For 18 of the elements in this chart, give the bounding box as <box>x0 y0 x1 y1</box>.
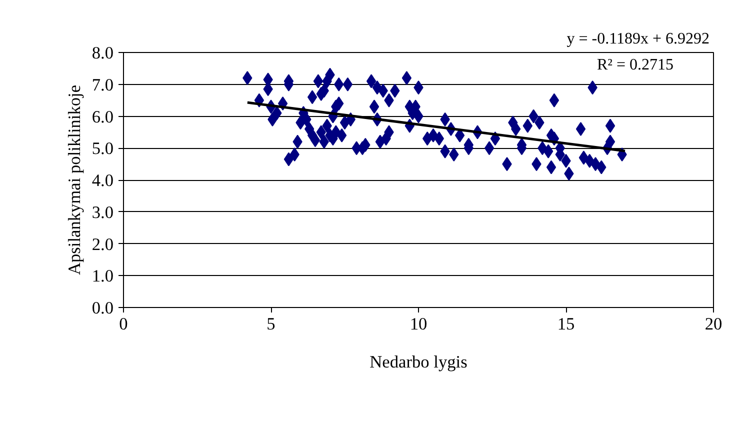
x-tick-label: 10 <box>410 314 428 334</box>
y-tick-label: 8.0 <box>92 44 114 62</box>
y-tick-label: 1.0 <box>92 266 114 286</box>
text: y = -0.1189x + 6.9292 <box>566 30 710 48</box>
x-tick-label: 15 <box>557 314 575 334</box>
y-tick-label: 6.0 <box>92 107 114 126</box>
annotation: R² = 0.2715 <box>597 56 674 74</box>
y-tick-label: 5.0 <box>92 139 114 158</box>
y-axis-title: Apsilankymai poliklinikoje <box>64 84 84 276</box>
y-tick-label: 7.0 <box>92 75 114 94</box>
x-tick-label: 5 <box>266 314 276 334</box>
y-tick-label: 4.0 <box>92 171 114 190</box>
y-tick-label: 0.0 <box>92 298 114 318</box>
y-tick-label: 2.0 <box>92 234 114 254</box>
y-tick-label: 3.0 <box>92 202 114 222</box>
x-tick-label: 0 <box>119 314 128 334</box>
x-tick-label: 20 <box>704 314 722 334</box>
x-axis-title: Nedarbo lygis <box>370 352 468 372</box>
